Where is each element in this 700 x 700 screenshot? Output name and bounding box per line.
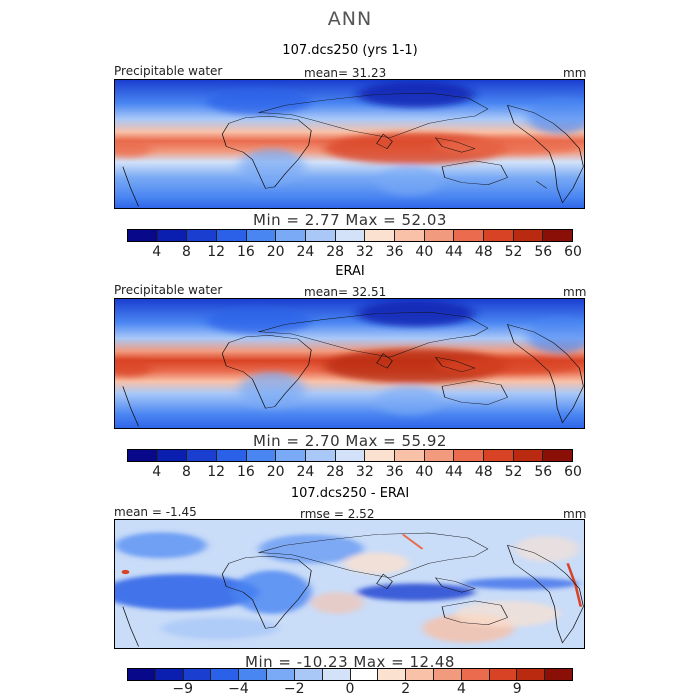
panel-1-units-label: mm [563,66,587,80]
tick-label: −2 [283,681,305,697]
tick-label: 20 [266,464,285,480]
panel-2-units-label: mm [563,285,587,299]
tick-label: 48 [474,464,493,480]
panel-3-rmse-label: rmse = 2.52 [300,507,375,521]
tick-label: 32 [355,244,374,260]
panel-2-map [114,298,585,429]
panel-1-title: 107.dcs250 (yrs 1-1) [282,43,418,58]
tick-label: 56 [534,464,553,480]
tick-label: 24 [296,244,315,260]
tick-label: 40 [415,244,434,260]
tick-label: 12 [207,244,226,260]
tick-label: 60 [564,464,582,480]
tick-label: 36 [385,464,404,480]
panel-2-variable-label: Precipitable water [114,283,223,297]
tick-label: 2 [401,681,411,697]
tick-label: 56 [534,244,553,260]
tick-label: 8 [181,244,191,260]
tick-label: 16 [237,464,255,480]
panel-2-title: ERAI [335,264,365,279]
panel-3-mean-label: mean = -1.45 [114,505,197,519]
tick-label: 20 [266,244,285,260]
tick-label: 52 [504,244,523,260]
panel-2-mean-label: mean= 32.51 [304,285,387,299]
tick-label: −4 [228,681,249,697]
panel-3-colorbar [127,668,573,681]
tick-label: 4 [152,244,162,260]
panel-2-colorbar-ticks: 4 8 12 16 20 24 28 32 36 40 44 48 52 56 … [127,464,582,482]
tick-label: 28 [326,244,345,260]
panel-3-colorbar-ticks: −9 −4 −2 0 2 4 9 [127,681,573,699]
tick-label: 16 [237,244,255,260]
panel-3-minmax: Min = -10.23 Max = 12.48 [245,653,455,671]
panel-1-variable-label: Precipitable water [114,64,223,78]
tick-label: 48 [474,244,493,260]
tick-label: 44 [445,244,463,260]
panel-3-units-label: mm [563,507,587,521]
tick-label: 28 [326,464,345,480]
panel-1-mean-label: mean= 31.23 [304,66,387,80]
tick-label: 44 [445,464,463,480]
panel-1-map [114,79,585,209]
tick-label: 4 [457,681,466,697]
tick-label: 60 [564,244,582,260]
tick-label: 36 [385,244,404,260]
panel-2-minmax: Min = 2.70 Max = 55.92 [253,432,447,450]
tick-label: 24 [296,464,315,480]
tick-label: 40 [415,464,434,480]
tick-label: 9 [512,681,522,697]
tick-label: 8 [181,464,191,480]
panel-1-colorbar [127,229,573,242]
tick-label: 4 [152,464,162,480]
tick-label: 32 [355,464,374,480]
panel-2-colorbar [127,449,573,462]
panel-1-colorbar-ticks: 4 8 12 16 20 24 28 32 36 40 44 48 52 56 … [127,244,582,262]
tick-label: 0 [345,681,355,697]
tick-label: 12 [207,464,226,480]
panel-1-minmax: Min = 2.77 Max = 52.03 [253,211,447,229]
figure-title: ANN [327,8,373,30]
panel-3-title: 107.dcs250 - ERAI [290,486,410,501]
tick-label: 52 [504,464,523,480]
tick-label: −9 [172,681,194,697]
panel-3-map [114,519,585,649]
